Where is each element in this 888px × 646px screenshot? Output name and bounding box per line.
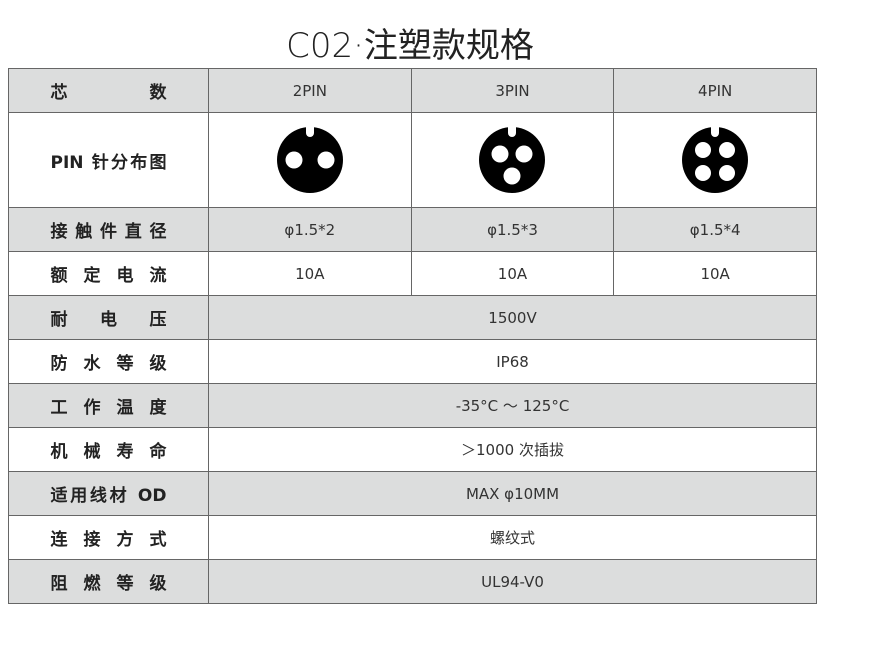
cell-value: UL94-V0 [208, 559, 817, 604]
page-title: C02·注塑款规格 [286, 26, 534, 66]
cell-value: φ1.5*4 [613, 207, 817, 252]
table-row: 防水等级 IP68 [8, 339, 817, 384]
2pin-layout-icon [276, 125, 343, 193]
table-row: 连接方式 螺纹式 [8, 515, 817, 560]
row-label: 接触件直径 [50, 222, 167, 242]
cell-value: MAX φ10MM [208, 471, 817, 516]
table-row: 机械寿命 ＞1000 次插拔 [8, 427, 817, 472]
row-label: 机械寿命 [50, 442, 167, 462]
column-header: 2PIN [208, 68, 412, 113]
table-row: 阻燃等级 UL94-V0 [8, 559, 817, 604]
4pin-layout-icon [682, 125, 749, 193]
cell-value: 螺纹式 [208, 515, 817, 560]
cell-value: 1500V [208, 295, 817, 340]
cell-value: ＞1000 次插拔 [208, 427, 817, 472]
table-row: 适用线材 OD MAX φ10MM [8, 471, 817, 516]
row-label: PIN 针分布图 [50, 152, 167, 173]
cell-value: 10A [208, 251, 412, 296]
cell-value: 10A [410, 251, 615, 296]
row-label: 防水等级 [50, 354, 167, 374]
3pin-layout-icon [479, 125, 546, 193]
table-row: 耐 电 压 1500V [8, 295, 817, 340]
cell-value: φ1.5*2 [208, 207, 412, 252]
row-label: 适用线材 OD [50, 486, 167, 506]
column-header: 4PIN [613, 68, 817, 113]
table-row-pin-layout: PIN 针分布图 [8, 112, 817, 208]
row-label: 工作温度 [50, 398, 167, 418]
table-row: 工作温度 -35°C ～ 125°C [8, 383, 817, 428]
table-row: 接触件直径 φ1.5*2 φ1.5*3 φ1.5*4 [8, 207, 817, 252]
spec-table: 芯 数 2PIN 3PIN 4PIN PIN 针分布图 接触件直径 φ1.5*2… [8, 68, 817, 604]
column-header: 3PIN [410, 68, 615, 113]
cell-value: 10A [613, 251, 817, 296]
row-label: 芯 数 [50, 83, 167, 103]
row-label: 耐 电 压 [50, 310, 167, 330]
cell-value: IP68 [208, 339, 817, 384]
row-label: 连接方式 [50, 530, 167, 550]
table-row: 额定电流 10A 10A 10A [8, 251, 817, 296]
row-label: 阻燃等级 [50, 574, 167, 594]
cell-value: -35°C ～ 125°C [208, 383, 817, 428]
row-label: 额定电流 [50, 266, 167, 286]
table-row-header: 芯 数 2PIN 3PIN 4PIN [8, 68, 817, 113]
cell-value: φ1.5*3 [410, 207, 615, 252]
